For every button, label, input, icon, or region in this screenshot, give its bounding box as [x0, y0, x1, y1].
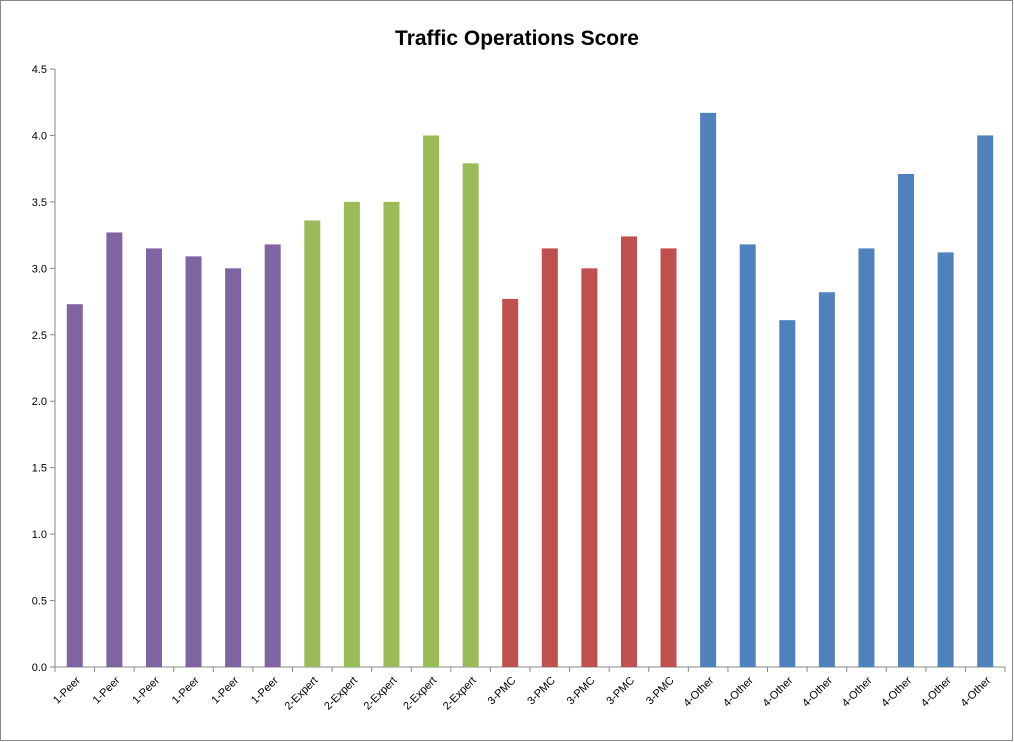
bar: [264, 244, 281, 667]
bar: [383, 201, 400, 667]
bar: [660, 248, 677, 667]
y-tick-label: 1.0: [32, 529, 47, 541]
y-tick-label: 2.0: [32, 396, 47, 408]
bar: [225, 268, 242, 667]
bar: [423, 135, 440, 667]
y-tick-label: 3.5: [32, 197, 47, 209]
y-tick-label: 0.0: [32, 662, 47, 674]
bar: [818, 292, 835, 667]
y-tick-label: 2.5: [32, 330, 47, 342]
bar: [581, 268, 598, 667]
y-tick-label: 0.5: [32, 596, 47, 608]
bar: [977, 135, 994, 667]
bar: [502, 298, 519, 667]
bar: [343, 201, 360, 667]
bar: [541, 248, 558, 667]
bar: [462, 163, 479, 667]
y-tick-label: 3.0: [32, 263, 47, 275]
bar: [937, 252, 954, 668]
y-tick-label: 1.5: [32, 463, 47, 475]
bar: [858, 248, 875, 667]
bar: [145, 248, 162, 667]
bar: [304, 220, 321, 667]
chart-title: Traffic Operations Score: [395, 27, 639, 50]
bar: [620, 236, 637, 667]
bar: [185, 256, 202, 667]
y-tick-label: 4.0: [32, 130, 47, 142]
bar: [700, 112, 717, 667]
bar: [779, 320, 796, 667]
bar: [898, 173, 915, 667]
bar: [739, 244, 756, 667]
y-tick-label: 4.5: [32, 64, 47, 76]
bar: [66, 304, 83, 667]
bar: [106, 232, 123, 667]
